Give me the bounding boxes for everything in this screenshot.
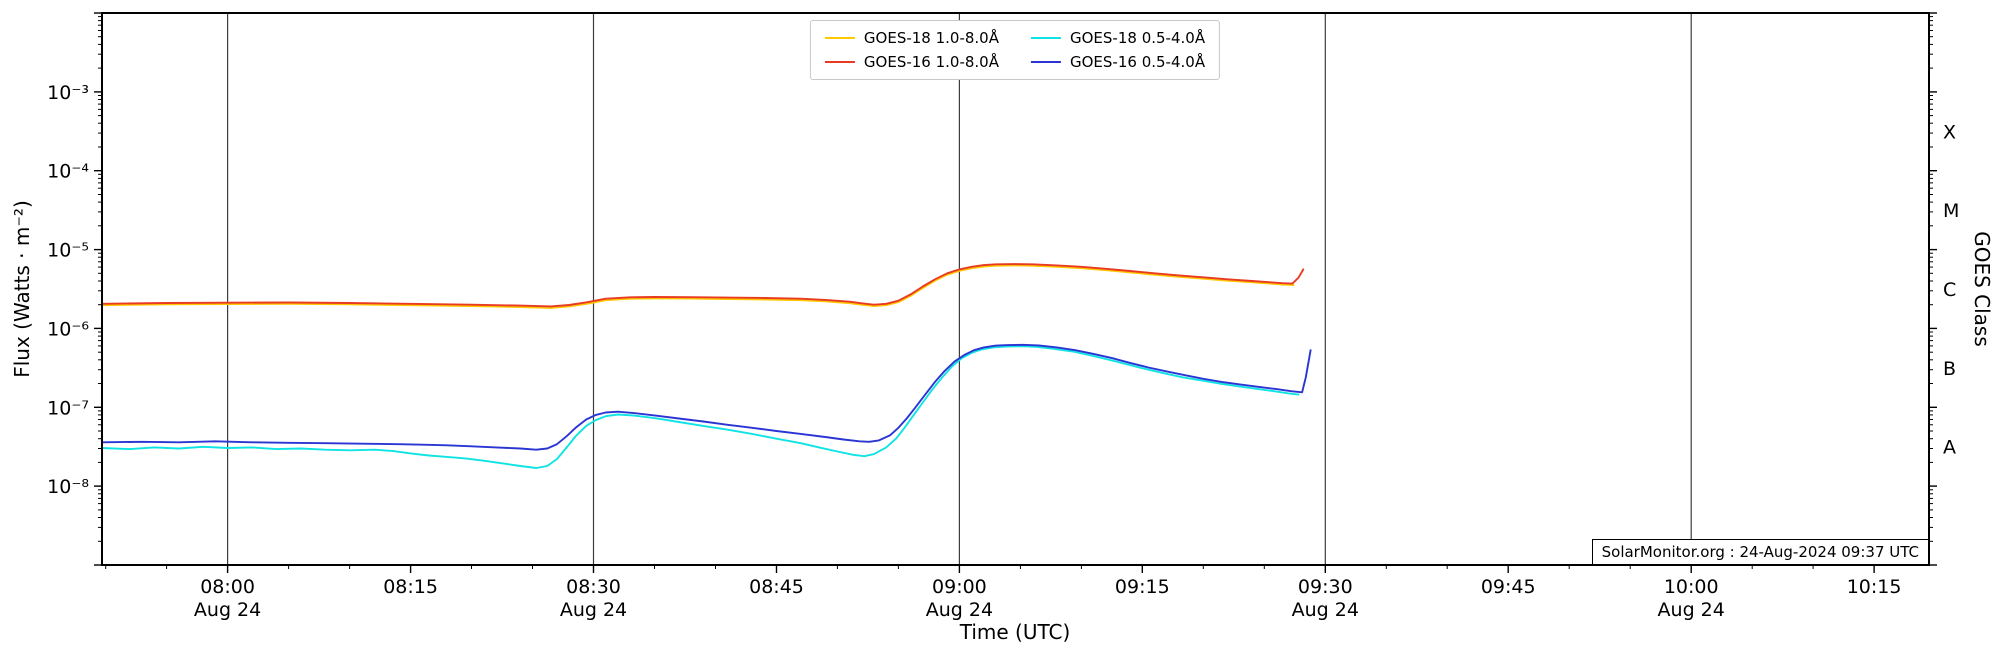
goes-class-label-c: C — [1943, 279, 1956, 301]
x-tick-label: 10:00 — [1664, 576, 1719, 598]
legend: GOES-18 1.0-8.0Å GOES-16 1.0-8.0Å GOES-18 … — [809, 20, 1221, 80]
watermark-timestamp: SolarMonitor.org : 24-Aug-2024 09:37 UTC — [1591, 539, 1929, 565]
legend-item-goes-18-0.5-4.0: GOES-18 0.5-4.0Å — [1031, 29, 1205, 47]
legend-label: GOES-18 1.0-8.0Å — [863, 29, 999, 47]
y-tick-label: 10⁻⁷ — [47, 397, 89, 419]
legend-item-goes-16-0.5-4.0: GOES-16 0.5-4.0Å — [1031, 53, 1205, 71]
series-line-goes-18-0.5-4.0 — [102, 345, 1300, 469]
goes-class-label-m: M — [1943, 200, 1959, 222]
x-tick-label: 08:30 — [566, 576, 621, 598]
x-tick-label: 10:15 — [1847, 576, 1902, 598]
y-tick-label: 10⁻⁸ — [47, 476, 89, 498]
y-tick-label: 10⁻⁵ — [47, 240, 89, 262]
legend-label: GOES-16 1.0-8.0Å — [863, 53, 999, 71]
plot-border — [101, 12, 1930, 566]
x-axis-label: Time (UTC) — [959, 620, 1071, 644]
goes-class-label-x: X — [1943, 121, 1956, 143]
x-tick-label: 08:45 — [749, 576, 804, 598]
legend-line-sample — [824, 61, 855, 63]
series-group — [102, 263, 1312, 469]
series-line-goes-18-1.0-8.0 — [102, 264, 1295, 309]
x-tick-label: 09:00 — [932, 576, 987, 598]
legend-item-goes-18-1.0-8.0: GOES-18 1.0-8.0Å — [824, 29, 999, 47]
x-tick-label: 09:30 — [1298, 576, 1353, 598]
y-axis-label-flux: Flux (Watts · m⁻²) — [10, 200, 34, 378]
y-axis-label-goes-class: GOES Class — [1970, 231, 1994, 347]
series-line-goes-16-1.0-8.0 — [102, 263, 1305, 308]
y-tick-label: 10⁻³ — [47, 82, 89, 104]
legend-line-sample — [824, 37, 855, 39]
legend-line-sample — [1031, 37, 1061, 39]
goes-class-label-a: A — [1943, 437, 1956, 459]
legend-label: GOES-16 0.5-4.0Å — [1070, 53, 1206, 71]
x-tick-label: 09:45 — [1481, 576, 1536, 598]
x-date-label: Aug 24 — [1292, 599, 1359, 621]
y-tick-label: 10⁻⁴ — [47, 161, 89, 183]
legend-label: GOES-18 0.5-4.0Å — [1070, 29, 1206, 47]
x-date-label: Aug 24 — [194, 599, 261, 621]
x-date-label: Aug 24 — [1658, 599, 1725, 621]
legend-line-sample — [1031, 61, 1061, 63]
legend-item-goes-16-1.0-8.0: GOES-16 1.0-8.0Å — [824, 53, 999, 71]
x-tick-label: 08:00 — [200, 576, 255, 598]
x-date-label: Aug 24 — [926, 599, 993, 621]
x-tick-label: 09:15 — [1115, 576, 1170, 598]
y-tick-label: 10⁻⁶ — [47, 318, 89, 340]
series-line-goes-16-0.5-4.0 — [102, 343, 1312, 451]
x-tick-label: 08:15 — [383, 576, 438, 598]
goes-class-label-b: B — [1943, 358, 1956, 380]
x-date-label: Aug 24 — [560, 599, 627, 621]
